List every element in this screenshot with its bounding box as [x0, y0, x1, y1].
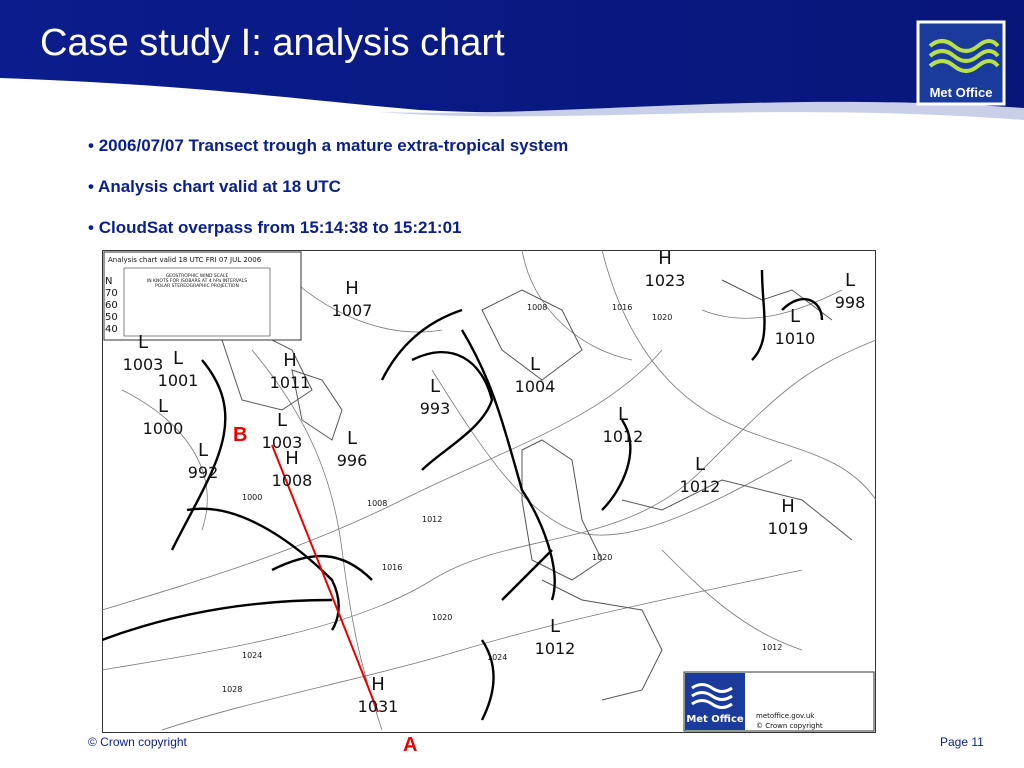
centre-pressure: 992 — [188, 463, 219, 482]
map-logo-text: metoffice.gov.uk — [756, 712, 815, 720]
logo-text: Met Office — [930, 85, 993, 100]
centre-type: H — [781, 496, 795, 517]
centre-type: L — [550, 616, 560, 637]
scale-title: IN KNOTS FOR ISOBARS AT 4 hPa INTERVALS — [147, 278, 247, 284]
analysis-chart: Analysis chart valid 18 UTC FRI 07 JUL 2… — [102, 250, 876, 733]
isobar-label: 1012 — [762, 643, 782, 652]
isobar-label: 1008 — [527, 303, 547, 312]
centre-type: L — [173, 348, 183, 369]
map-logo: Met Office — [686, 714, 744, 725]
bullet: Analysis chart valid at 18 UTC — [88, 177, 341, 197]
centre-pressure: 1007 — [332, 301, 373, 320]
map-header: Analysis chart valid 18 UTC FRI 07 JUL 2… — [108, 256, 262, 264]
centre-type: L — [158, 396, 168, 417]
centre-pressure: 1010 — [775, 329, 816, 348]
isobar-label: 1016 — [382, 563, 402, 572]
scale-label: 70 — [105, 288, 118, 299]
isobar-label: 1012 — [422, 515, 442, 524]
centre-pressure: 1003 — [123, 355, 164, 374]
centre-type: H — [285, 448, 299, 469]
centre-pressure: 1012 — [603, 427, 644, 446]
scale-title: POLAR STEREOGRAPHIC PROJECTION — [155, 283, 239, 289]
isobar-label: 1020 — [592, 553, 612, 562]
centre-pressure: 1012 — [680, 477, 721, 496]
slide-title: Case study I: analysis chart — [40, 22, 505, 64]
transect-start: B — [233, 424, 248, 446]
isobar-label: 1020 — [652, 313, 672, 322]
centre-pressure: 1023 — [645, 271, 686, 290]
centre-type: L — [695, 454, 705, 475]
centre-pressure: 1012 — [535, 639, 576, 658]
centre-type: H — [345, 278, 359, 299]
isobar-label: 1008 — [367, 499, 387, 508]
bullet: CloudSat overpass from 15:14:38 to 15:21… — [88, 218, 462, 238]
scale-title: GEOSTROPHIC WIND SCALE — [166, 273, 229, 279]
isobar-label: 1028 — [222, 685, 242, 694]
centre-type: L — [347, 428, 357, 449]
scale-label: 50 — [105, 312, 118, 323]
centre-type: L — [198, 440, 208, 461]
page-number: Page 11 — [940, 735, 984, 749]
centre-pressure: 1011 — [270, 373, 311, 392]
centre-pressure: 1003 — [262, 433, 303, 452]
centre-type: H — [658, 250, 672, 269]
bullet: 2006/07/07 Transect trough a mature extr… — [88, 136, 569, 156]
centre-type: L — [618, 404, 628, 425]
scale-label: 40 — [105, 324, 118, 335]
centre-type: L — [530, 354, 540, 375]
map-logo-text: © Crown copyright — [756, 722, 823, 730]
centre-pressure: 1008 — [272, 471, 313, 490]
centre-type: L — [790, 306, 800, 327]
centre-pressure: 1000 — [143, 419, 184, 438]
scale-label: 60 — [105, 300, 118, 311]
centre-pressure: 1001 — [158, 371, 199, 390]
centre-type: L — [845, 270, 855, 291]
centre-pressure: 998 — [835, 293, 866, 312]
isobar-label: 1000 — [242, 493, 262, 502]
transect-end: A — [403, 734, 418, 756]
centre-pressure: 1004 — [515, 377, 556, 396]
isobar-label: 1020 — [432, 613, 452, 622]
isobar-label: 1016 — [612, 303, 632, 312]
centre-type: L — [277, 410, 287, 431]
isobar-label: 1024 — [487, 653, 507, 662]
centre-type: L — [138, 332, 148, 353]
isobar-label: 1024 — [242, 651, 262, 660]
centre-pressure: 1031 — [358, 697, 399, 716]
centre-type: L — [430, 376, 440, 397]
footer-copyright: © Crown copyright — [88, 735, 187, 749]
centre-pressure: 996 — [337, 451, 368, 470]
centre-pressure: 1019 — [768, 519, 809, 538]
scale-label: N — [105, 276, 112, 287]
centre-type: H — [283, 350, 297, 371]
centre-type: H — [371, 674, 385, 695]
centre-pressure: 993 — [420, 399, 451, 418]
title-bar: Met Office — [0, 0, 1024, 125]
